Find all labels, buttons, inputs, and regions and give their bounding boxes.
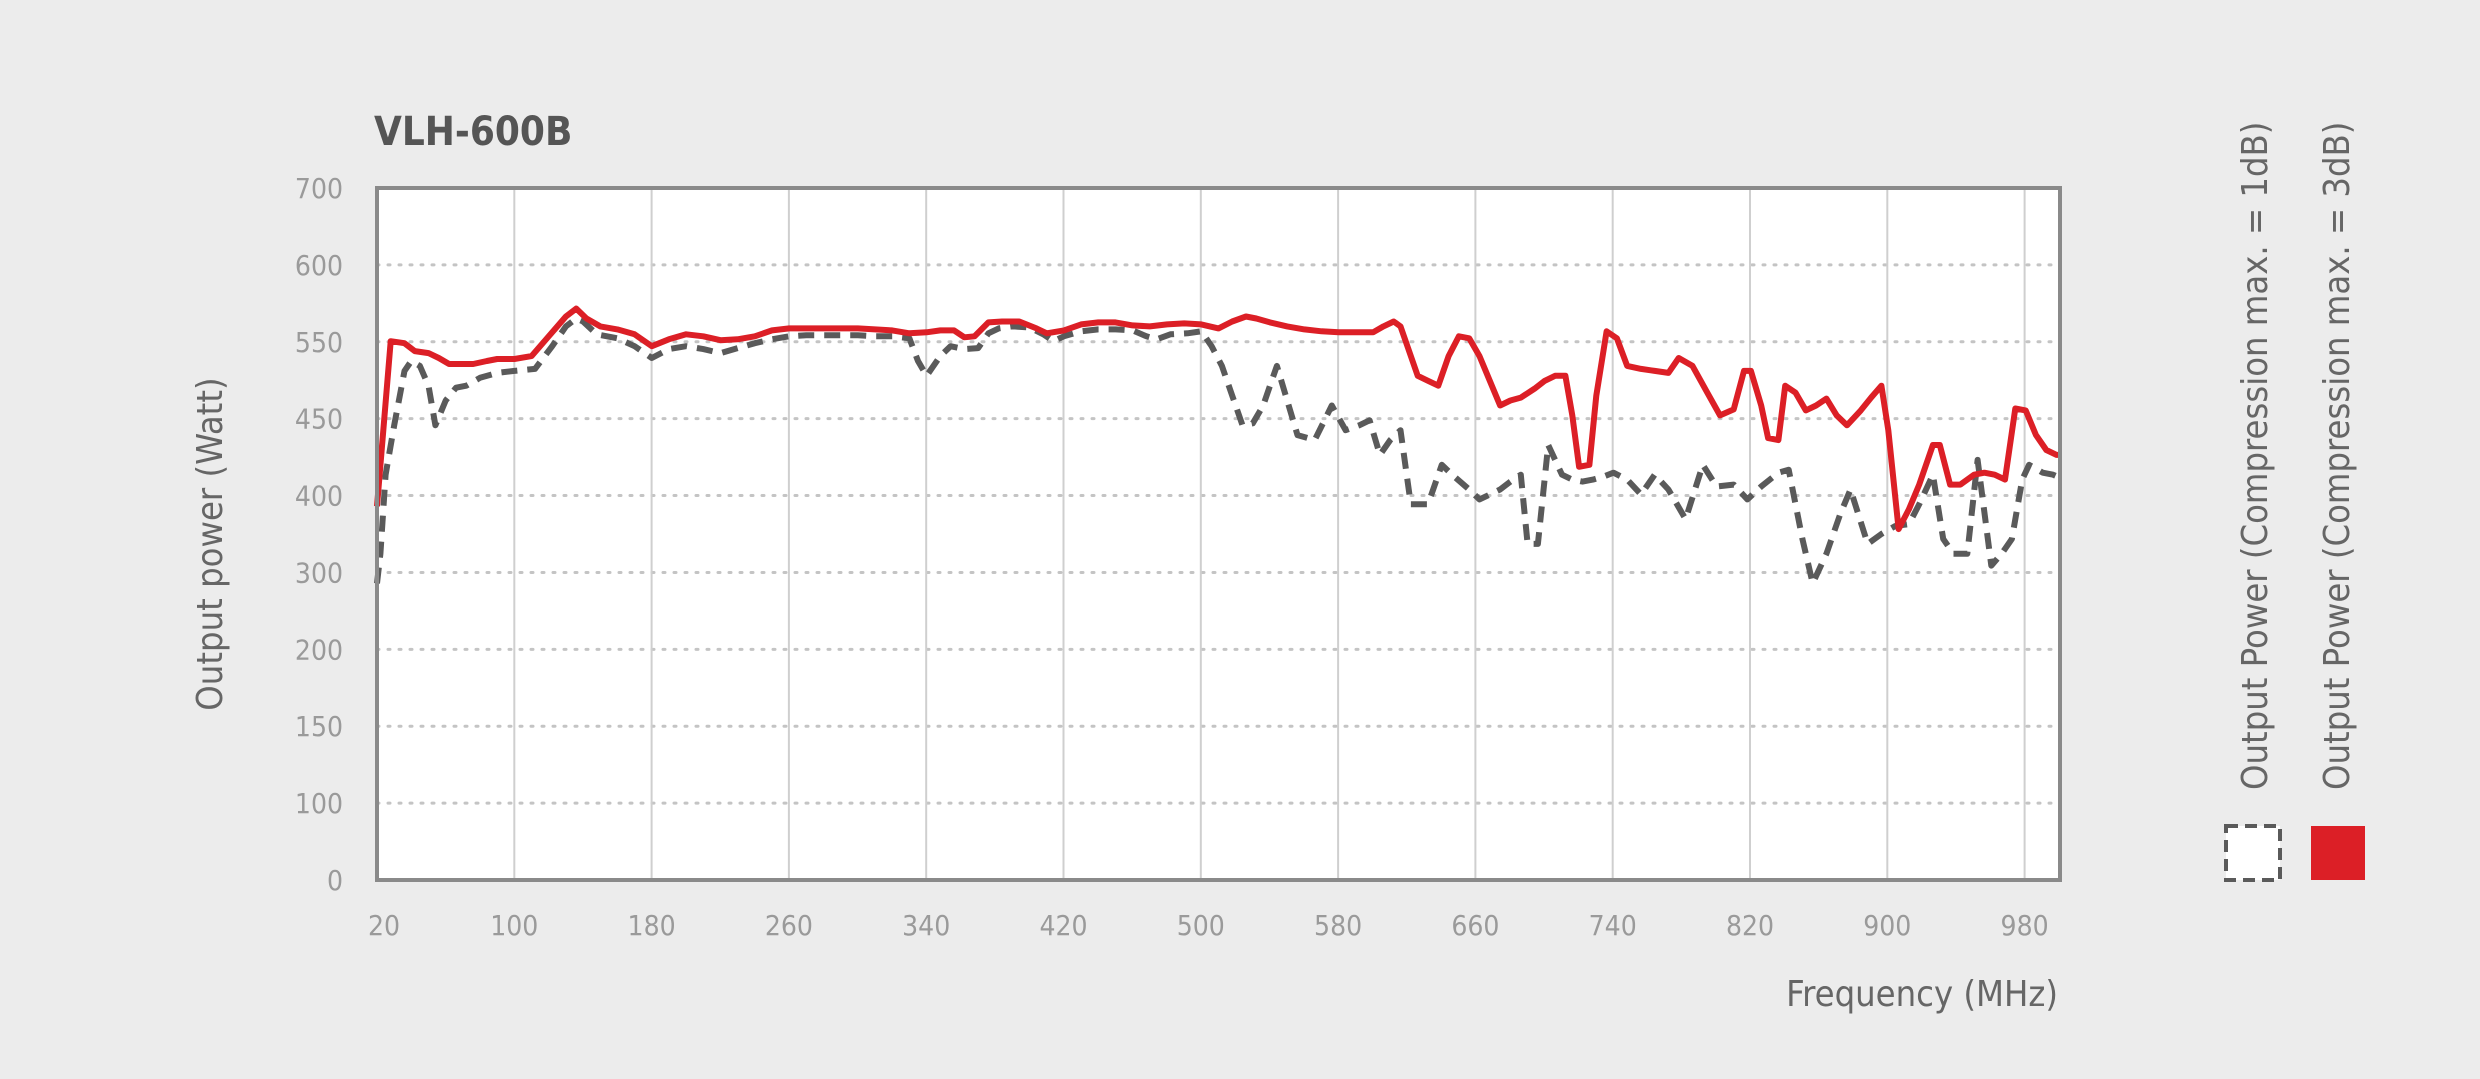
y-tick-label: 600 xyxy=(295,249,343,282)
legend: Output Power (Compression max. = 1dB) Ou… xyxy=(2224,122,2365,882)
legend-swatch-3db xyxy=(2311,826,2365,880)
x-tick-label: 260 xyxy=(765,909,813,942)
y-tick-label: 100 xyxy=(295,787,343,820)
y-tick-label: 450 xyxy=(295,403,343,436)
y-tick-labels: 0 100 150 200 300 400 450 550 600 700 xyxy=(295,172,343,897)
x-tick-label: 980 xyxy=(2001,909,2049,942)
x-tick-label: 340 xyxy=(902,909,950,942)
y-tick-label: 550 xyxy=(295,326,343,359)
y-tick-label: 300 xyxy=(295,556,343,589)
y-tick-label: 700 xyxy=(295,172,343,205)
x-tick-label: 500 xyxy=(1177,909,1225,942)
x-tick-label: 660 xyxy=(1451,909,1499,942)
x-tick-label: 820 xyxy=(1726,909,1774,942)
y-tick-label: 400 xyxy=(295,480,343,513)
series-layer xyxy=(374,305,2062,587)
x-tick-label: 580 xyxy=(1314,909,1362,942)
series-line-3db xyxy=(374,305,2060,533)
x-tick-label: 180 xyxy=(628,909,676,942)
x-axis-label: Frequency (MHz) xyxy=(1786,974,2058,1015)
x-tick-label: 100 xyxy=(490,909,538,942)
legend-label-1db: Output Power (Compression max. = 1dB) xyxy=(2235,122,2276,790)
x-tick-label: 900 xyxy=(1863,909,1911,942)
chart-title: VLH-600B xyxy=(374,109,572,155)
plot-frame xyxy=(375,186,2062,882)
y-tick-label: 200 xyxy=(295,633,343,666)
y-tick-label: 0 xyxy=(327,864,343,897)
legend-swatch-1db xyxy=(2224,824,2282,882)
x-tick-labels: 20 100 180 260 340 420 500 580 660 740 820 900 980 xyxy=(368,909,2049,942)
x-tick-label: 20 xyxy=(368,909,400,942)
y-tick-label: 150 xyxy=(295,710,343,743)
legend-label-3db: Output Power (Compression max. = 3dB) xyxy=(2317,122,2358,790)
plot-area xyxy=(377,188,2060,880)
y-axis-label: Output power (Watt) xyxy=(190,377,231,710)
x-tick-label: 740 xyxy=(1589,909,1637,942)
x-tick-label: 420 xyxy=(1039,909,1087,942)
series-line-1db xyxy=(374,315,2062,587)
grid xyxy=(375,188,2062,880)
